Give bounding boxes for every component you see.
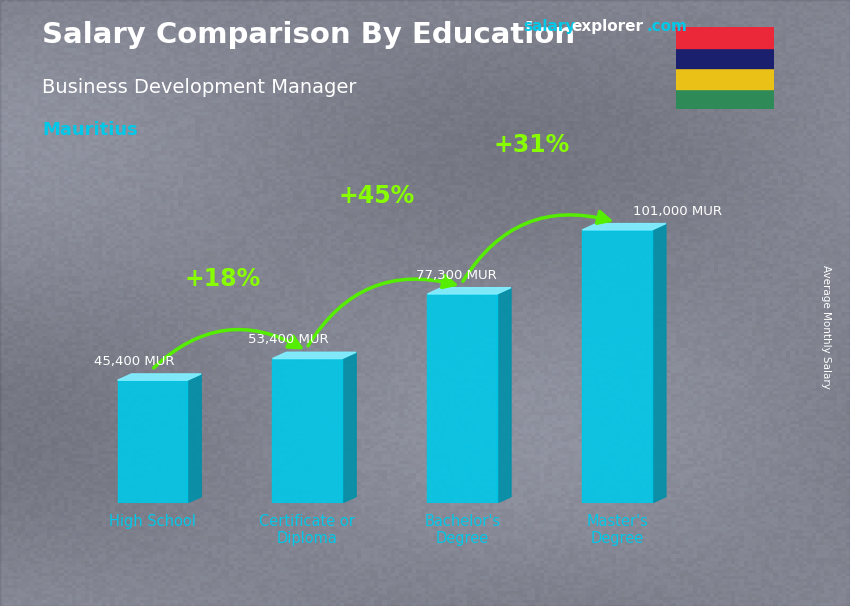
Text: 45,400 MUR: 45,400 MUR: [94, 355, 174, 368]
Polygon shape: [273, 359, 343, 503]
Polygon shape: [117, 374, 201, 380]
Text: Mauritius: Mauritius: [42, 121, 139, 139]
Bar: [676, 27, 774, 48]
Text: .com: .com: [646, 19, 687, 35]
Polygon shape: [582, 230, 652, 503]
Text: +18%: +18%: [184, 267, 260, 291]
Text: explorer: explorer: [571, 19, 643, 35]
Text: 101,000 MUR: 101,000 MUR: [632, 205, 722, 218]
Text: +31%: +31%: [494, 133, 570, 158]
Polygon shape: [187, 374, 201, 503]
Text: Business Development Manager: Business Development Manager: [42, 78, 357, 96]
Text: Average Monthly Salary: Average Monthly Salary: [821, 265, 831, 389]
Polygon shape: [497, 288, 511, 503]
Text: +45%: +45%: [339, 184, 415, 208]
Text: Salary Comparison By Education: Salary Comparison By Education: [42, 21, 575, 49]
Polygon shape: [428, 294, 497, 503]
Text: 53,400 MUR: 53,400 MUR: [248, 333, 329, 347]
Bar: [676, 48, 774, 68]
Text: salary: salary: [523, 19, 575, 35]
Polygon shape: [428, 288, 511, 294]
Polygon shape: [652, 224, 666, 503]
Polygon shape: [582, 224, 666, 230]
Polygon shape: [117, 380, 187, 503]
Bar: [676, 88, 774, 109]
Polygon shape: [343, 352, 356, 503]
Text: 77,300 MUR: 77,300 MUR: [416, 269, 496, 282]
Bar: [676, 68, 774, 88]
Polygon shape: [273, 352, 356, 359]
